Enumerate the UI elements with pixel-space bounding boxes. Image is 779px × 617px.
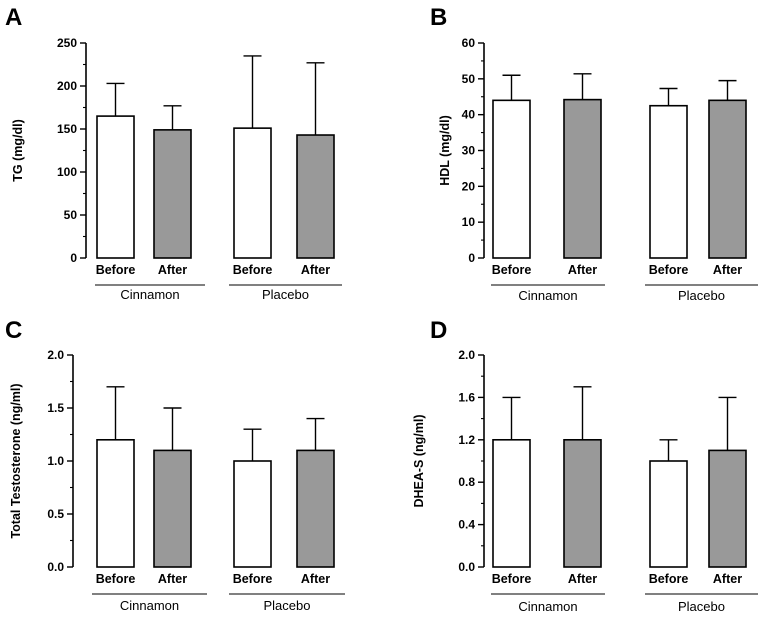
group-label: Cinnamon [120,287,179,302]
x-category-label: Before [233,263,273,277]
chart-panel-a: A 0 50 100 150 200 250 TG (mg/dl) Before After Bef… [5,4,342,302]
y-tick-label: 60 [462,36,476,50]
x-category-label: After [713,263,742,277]
bar-before-cinnamon [96,115,135,259]
bar-after-cinnamon [563,98,602,259]
y-tick-label: 1.5 [47,401,64,415]
y-tick-label: 1.0 [47,454,64,468]
x-category-label: After [158,263,187,277]
y-tick-label: 40 [462,108,476,122]
chart-panel-b: B 0 10 20 30 40 50 60 HDL (mg/dl) Before After Befo… [430,4,758,303]
y-tick-label: 100 [57,165,77,179]
group-label: Placebo [262,287,309,302]
bar-before-placebo [233,127,272,259]
x-category-label: After [568,263,597,277]
y-tick-label: 0.0 [458,560,475,574]
group-label: Placebo [678,599,725,614]
panel-letter: C [5,317,22,344]
chart-panel-c: C 0.0 0.5 1.0 1.5 2.0 Total Testosterone (ng/m… [5,317,345,613]
x-category-label: Before [96,572,136,586]
x-category-label: After [568,572,597,586]
panel-letter: B [430,4,447,31]
y-tick-label: 2.0 [458,348,475,362]
bar-after-placebo [708,99,747,259]
y-axis-label: HDL (mg/dl) [438,115,452,186]
group-label: Cinnamon [518,599,577,614]
x-category-label: After [713,572,742,586]
bar-before-cinnamon [492,438,531,568]
x-category-label: Before [492,572,532,586]
y-tick-label: 0.5 [47,507,64,521]
y-axis-label: Total Testosterone (ng/ml) [9,383,23,538]
y-tick-label: 1.6 [458,390,475,404]
y-tick-label: 0.8 [458,475,475,489]
y-axis-label: TG (mg/dl) [11,119,25,182]
bar-after-placebo [708,449,747,568]
bar-before-cinnamon [96,438,135,568]
x-category-label: After [301,572,330,586]
x-category-label: Before [649,263,689,277]
bar-after-placebo [296,449,335,568]
group-label: Cinnamon [518,288,577,303]
group-label: Placebo [264,598,311,613]
y-tick-label: 1.2 [458,433,475,447]
x-category-label: Before [233,572,273,586]
y-tick-label: 50 [462,72,476,86]
y-tick-label: 20 [462,179,476,193]
y-tick-label: 30 [462,144,476,158]
y-tick-label: 10 [462,215,476,229]
x-category-label: After [301,263,330,277]
y-tick-label: 0 [70,251,77,265]
bar-before-placebo [649,104,688,259]
y-axis-label: DHEA-S (ng/ml) [412,414,426,507]
y-tick-label: 2.0 [47,348,64,362]
y-tick-label: 0.0 [47,560,64,574]
y-tick-label: 200 [57,79,77,93]
bar-before-placebo [649,460,688,568]
bar-after-placebo [296,134,335,259]
x-category-label: Before [492,263,532,277]
group-label: Cinnamon [120,598,179,613]
bar-before-placebo [233,460,272,568]
y-tick-label: 150 [57,122,77,136]
bar-after-cinnamon [153,129,192,259]
chart-panel-d: D 0.0 0.4 0.8 1.2 1.6 2.0 DHEA-S (ng/ml) Before A… [412,317,758,614]
y-tick-label: 50 [64,208,78,222]
group-label: Placebo [678,288,725,303]
bar-before-cinnamon [492,99,531,259]
y-tick-label: 0.4 [458,518,475,532]
panel-letter: A [5,4,22,31]
x-category-label: Before [649,572,689,586]
panel-letter: D [430,317,447,344]
y-tick-label: 0 [468,251,475,265]
y-tick-label: 250 [57,36,77,50]
bar-after-cinnamon [153,449,192,568]
x-category-label: After [158,572,187,586]
x-category-label: Before [96,263,136,277]
bar-after-cinnamon [563,438,602,568]
